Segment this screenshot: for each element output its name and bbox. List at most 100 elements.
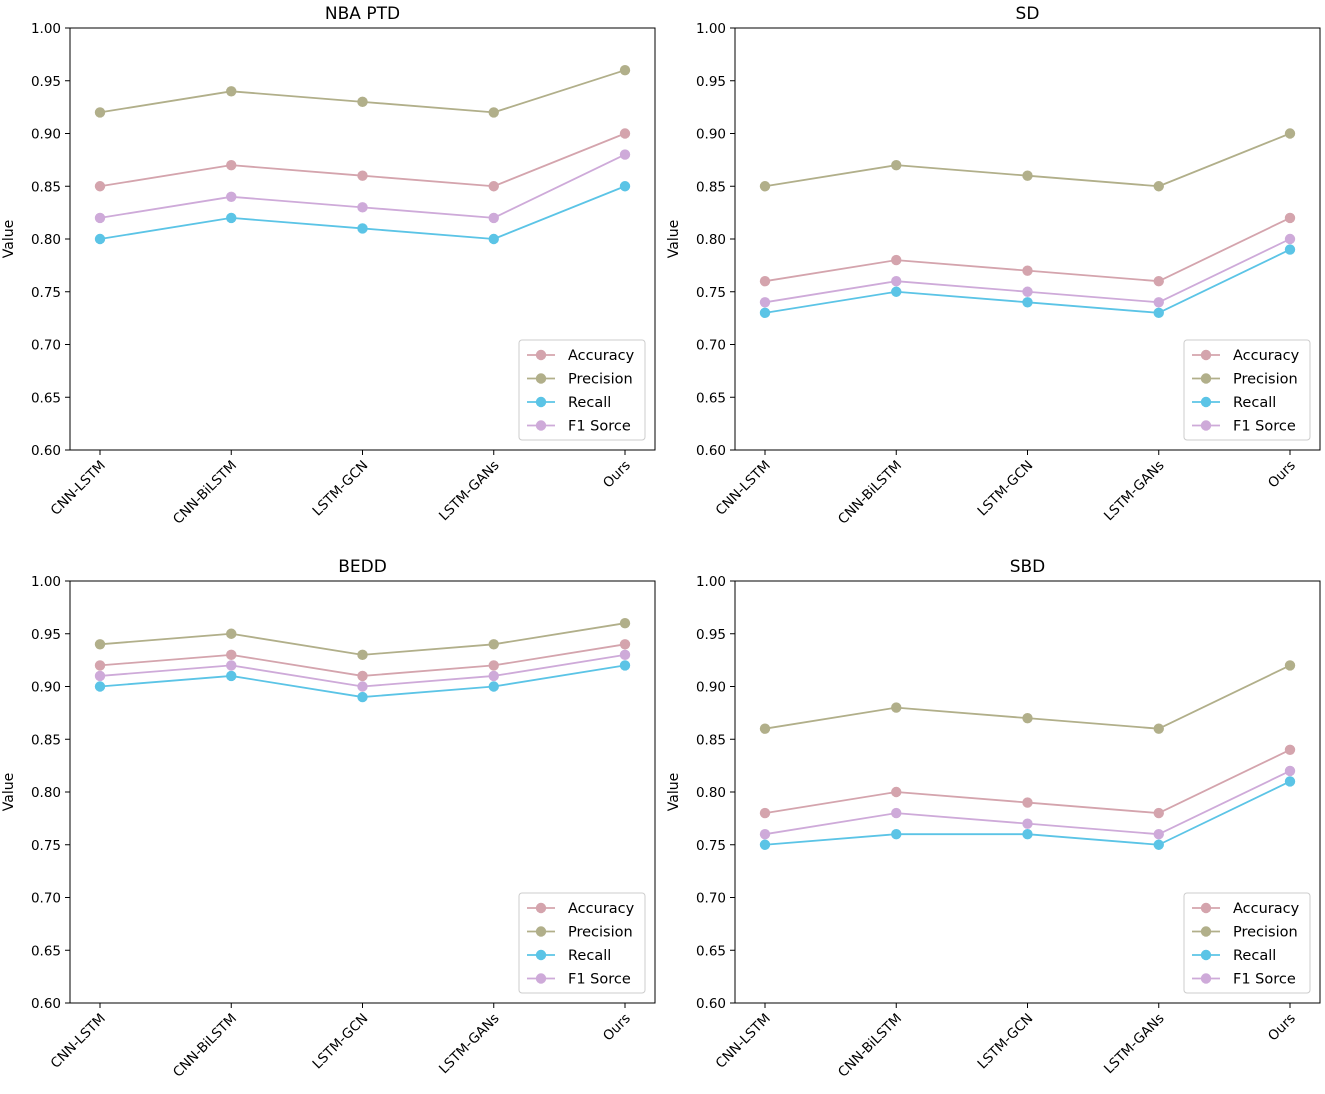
data-point-precision [619, 65, 631, 76]
x-tick-label: CNN-LSTM [48, 1011, 109, 1072]
x-tick-label: LSTM-GCN [975, 1011, 1037, 1073]
data-point-precision [1284, 128, 1296, 139]
data-point-f1-sorce [1284, 233, 1296, 245]
data-point-recall [226, 670, 237, 682]
x-tick-label: Ours [600, 458, 634, 492]
y-tick-label: 0.60 [696, 996, 726, 1012]
y-tick-label: 0.60 [696, 443, 726, 459]
y-tick-label: 0.70 [31, 891, 61, 907]
y-tick-label: 1.00 [31, 21, 61, 37]
y-tick-label: 0.75 [696, 285, 726, 301]
data-point-recall [1284, 244, 1296, 255]
data-point-accuracy [619, 128, 631, 139]
y-tick-label: 0.70 [31, 338, 61, 354]
series-f1-sorce [759, 233, 1296, 308]
legend: Accuracy Precision Recall F1 Sorce [1183, 339, 1311, 441]
data-point-f1-sorce [1022, 286, 1033, 297]
legend: Accuracy Precision Recall F1 Sorce [1183, 892, 1311, 994]
y-tick-label: 1.00 [31, 574, 61, 590]
legend-label: Precision [1233, 372, 1298, 388]
y-axis-label: Value [666, 220, 682, 258]
data-point-accuracy [1153, 276, 1164, 287]
data-point-recall [891, 286, 902, 297]
data-point-recall [94, 233, 106, 245]
data-point-precision [94, 639, 106, 650]
data-point-precision [891, 702, 902, 713]
y-axis-label: Value [1, 220, 17, 258]
y-tick-label: 0.65 [31, 390, 61, 406]
y-tick-label: 0.80 [696, 785, 726, 801]
data-point-precision [1153, 723, 1164, 734]
y-tick-label: 0.75 [31, 285, 61, 301]
data-point-f1-sorce [1284, 765, 1296, 777]
legend-label: Precision [1233, 925, 1298, 941]
series-f1-sorce [94, 149, 631, 224]
y-tick-label: 0.75 [31, 838, 61, 854]
x-tick-label: LSTM-GANs [1101, 458, 1168, 525]
legend-box [518, 892, 646, 994]
data-point-precision [357, 649, 368, 661]
data-point-accuracy [1022, 797, 1033, 808]
legend-label: Recall [1233, 948, 1276, 964]
x-tick-label: CNN-BiLSTM [170, 458, 240, 528]
x-tick-label: LSTM-GCN [975, 458, 1037, 520]
data-point-precision [1284, 660, 1296, 671]
data-point-accuracy [94, 181, 106, 192]
legend-box [518, 339, 646, 441]
x-tick-label: Ours [1265, 458, 1299, 492]
data-point-recall [1284, 776, 1296, 787]
series-accuracy [94, 639, 631, 682]
y-tick-label: 0.85 [696, 179, 726, 195]
data-point-recall [1022, 829, 1033, 840]
data-point-recall [94, 681, 106, 692]
legend-marker-accuracy [535, 902, 547, 914]
data-point-recall [1022, 297, 1033, 308]
y-axis-label: Value [1, 773, 17, 811]
data-point-f1-sorce [94, 212, 106, 224]
y-tick-label: 1.00 [696, 21, 726, 37]
data-point-f1-sorce [619, 149, 631, 160]
y-tick-label: 0.60 [31, 443, 61, 459]
data-point-accuracy [1284, 744, 1296, 755]
legend-marker-f1-sorce [535, 420, 547, 431]
data-point-recall [357, 691, 368, 703]
y-axis-label: Value [666, 773, 682, 811]
legend-marker-recall [535, 949, 547, 961]
series-precision [759, 660, 1296, 734]
legend-marker-precision [1200, 373, 1212, 384]
data-point-accuracy [357, 170, 368, 181]
series-precision [94, 618, 631, 661]
data-point-accuracy [94, 660, 106, 671]
data-point-precision [488, 639, 499, 650]
data-point-f1-sorce [488, 670, 499, 682]
legend: Accuracy Precision Recall F1 Sorce [518, 339, 646, 441]
legend-label: Precision [568, 372, 633, 388]
data-point-f1-sorce [226, 660, 237, 671]
x-tick-label: LSTM-GCN [310, 458, 372, 520]
legend-label: Accuracy [1233, 348, 1300, 364]
y-tick-label: 0.95 [696, 74, 726, 90]
y-tick-label: 0.95 [696, 627, 726, 643]
data-point-recall [1153, 307, 1164, 319]
series-precision [94, 65, 631, 118]
data-point-f1-sorce [891, 276, 902, 287]
legend-label: Accuracy [1233, 901, 1300, 917]
y-tick-label: 0.85 [31, 179, 61, 195]
legend-marker-precision [1200, 926, 1212, 937]
y-tick-label: 0.90 [696, 680, 726, 696]
data-point-precision [759, 723, 771, 734]
data-point-accuracy [759, 807, 771, 819]
y-tick-label: 0.70 [696, 891, 726, 907]
data-point-f1-sorce [619, 649, 631, 661]
series-accuracy [759, 744, 1296, 819]
legend-marker-precision [535, 373, 547, 384]
y-tick-label: 0.60 [31, 996, 61, 1012]
data-point-accuracy [1153, 807, 1164, 819]
data-point-precision [94, 107, 106, 118]
chart-title: NBA PTD [325, 4, 400, 24]
data-point-f1-sorce [1153, 829, 1164, 840]
x-tick-label: Ours [600, 1011, 634, 1045]
data-point-accuracy [759, 276, 771, 287]
legend: Accuracy Precision Recall F1 Sorce [518, 892, 646, 994]
x-tick-label: CNN-LSTM [48, 458, 109, 519]
